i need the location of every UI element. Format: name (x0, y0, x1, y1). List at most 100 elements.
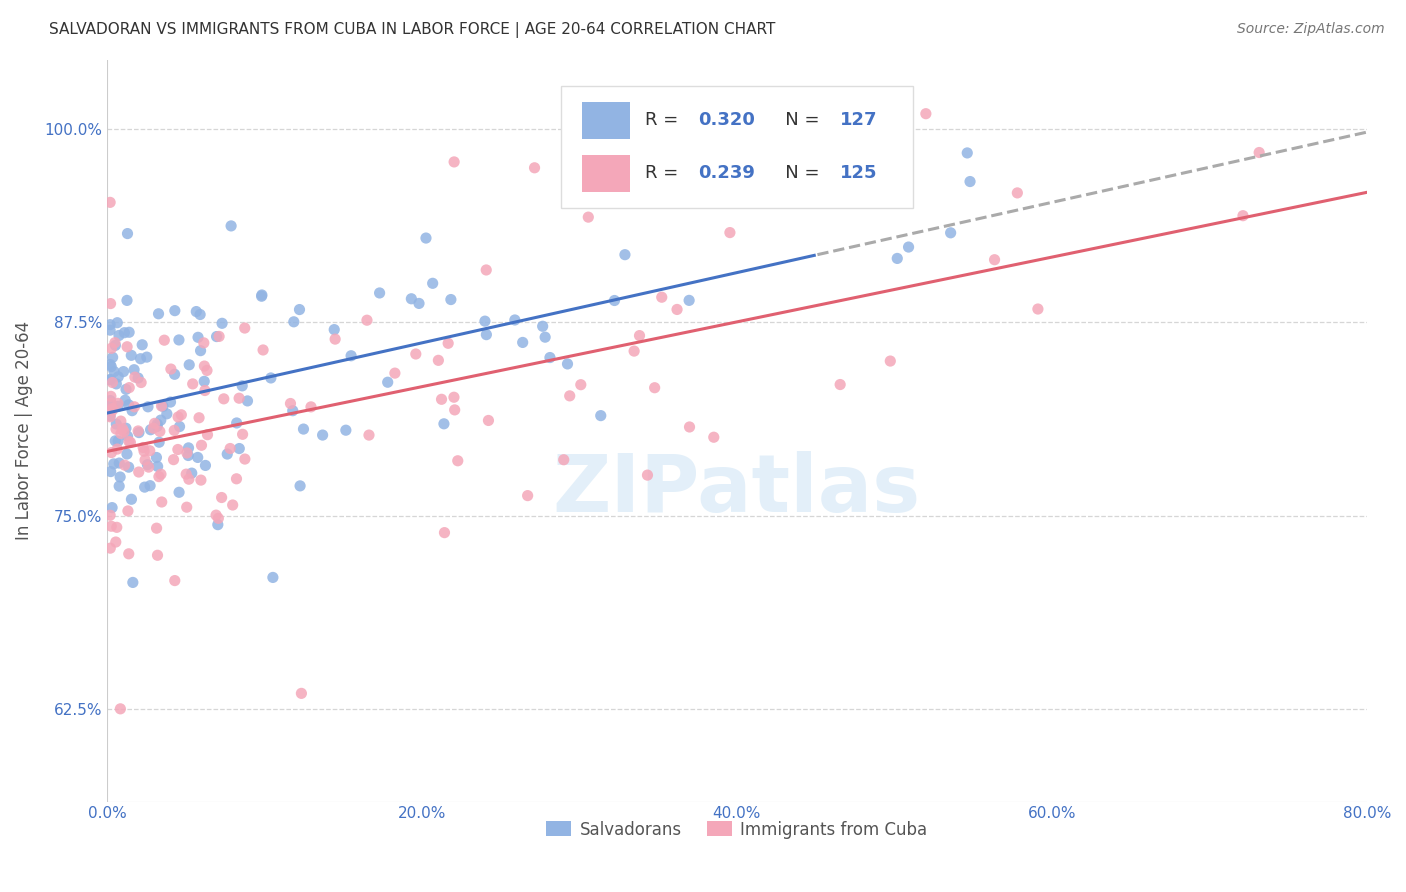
Point (433, 525, 456, 540)
Point (124, 400, 146, 414)
FancyBboxPatch shape (582, 102, 630, 139)
Point (443, 390, 465, 404)
Point (156, 407, 179, 421)
Point (174, 467, 197, 482)
Text: N =: N = (769, 112, 825, 129)
Point (644, 381, 666, 395)
Point (250, 288, 273, 302)
Point (188, 308, 211, 322)
Point (121, 575, 143, 590)
Point (211, 491, 233, 505)
Point (377, 376, 399, 390)
Point (105, 316, 128, 330)
Point (107, 434, 129, 448)
Point (219, 442, 242, 456)
Point (208, 329, 231, 343)
Point (231, 379, 253, 393)
Point (956, 145, 979, 160)
Point (163, 368, 186, 382)
Point (357, 428, 380, 442)
Point (150, 399, 173, 413)
Point (415, 231, 437, 245)
Point (100, 398, 122, 412)
Text: 127: 127 (841, 112, 877, 129)
Point (98, 358, 121, 372)
Point (1249, 145, 1271, 160)
Point (131, 338, 153, 352)
Point (105, 417, 128, 431)
Legend: Salvadorans, Immigrants from Cuba: Salvadorans, Immigrants from Cuba (540, 814, 934, 846)
Point (135, 350, 157, 364)
Point (190, 343, 212, 358)
Point (128, 465, 150, 479)
Point (217, 447, 239, 461)
Point (100, 296, 122, 310)
Point (148, 435, 170, 450)
Point (136, 400, 159, 414)
Point (703, 430, 725, 444)
Point (193, 359, 215, 373)
Point (112, 425, 135, 439)
Point (228, 391, 250, 405)
Point (117, 227, 139, 241)
Point (110, 414, 132, 428)
Point (335, 423, 357, 437)
Point (101, 351, 124, 365)
Point (145, 450, 167, 465)
Point (474, 314, 496, 328)
Point (443, 155, 465, 169)
Point (101, 376, 124, 390)
Point (114, 393, 136, 408)
Point (153, 333, 176, 347)
Point (179, 358, 201, 372)
Point (167, 409, 190, 424)
Point (678, 293, 700, 308)
Point (104, 338, 127, 352)
Point (531, 319, 554, 334)
Point (145, 521, 167, 535)
Point (283, 315, 305, 329)
Point (1026, 301, 1049, 316)
Point (107, 400, 129, 414)
Point (143, 417, 166, 431)
Point (221, 498, 243, 512)
Point (177, 449, 200, 463)
Point (252, 343, 274, 357)
Point (117, 429, 139, 443)
Point (288, 479, 311, 493)
Point (983, 252, 1005, 267)
Point (127, 424, 149, 438)
Point (190, 438, 212, 452)
Point (149, 467, 172, 482)
Point (557, 357, 579, 371)
Point (163, 303, 186, 318)
Point (110, 426, 132, 441)
Point (193, 375, 215, 389)
Point (121, 403, 143, 417)
Text: Source: ZipAtlas.com: Source: ZipAtlas.com (1237, 22, 1385, 37)
Point (292, 422, 315, 436)
Point (146, 419, 169, 434)
Point (368, 285, 391, 300)
Point (401, 292, 423, 306)
Point (100, 445, 122, 459)
Point (211, 316, 233, 330)
Point (233, 452, 256, 467)
Text: SALVADORAN VS IMMIGRANTS FROM CUBA IN LABOR FORCE | AGE 20-64 CORRELATION CHART: SALVADORAN VS IMMIGRANTS FROM CUBA IN LA… (49, 22, 776, 38)
Point (915, 106, 938, 120)
Point (193, 335, 215, 350)
Point (146, 548, 169, 562)
Point (105, 520, 128, 534)
Point (101, 403, 124, 417)
Point (163, 574, 186, 588)
Point (430, 392, 453, 407)
Point (290, 686, 312, 700)
Point (177, 472, 200, 486)
Point (115, 340, 138, 354)
Point (105, 442, 128, 456)
FancyBboxPatch shape (561, 86, 914, 208)
Text: 125: 125 (841, 164, 877, 182)
Point (100, 359, 122, 374)
Point (637, 468, 659, 483)
Point (180, 466, 202, 480)
